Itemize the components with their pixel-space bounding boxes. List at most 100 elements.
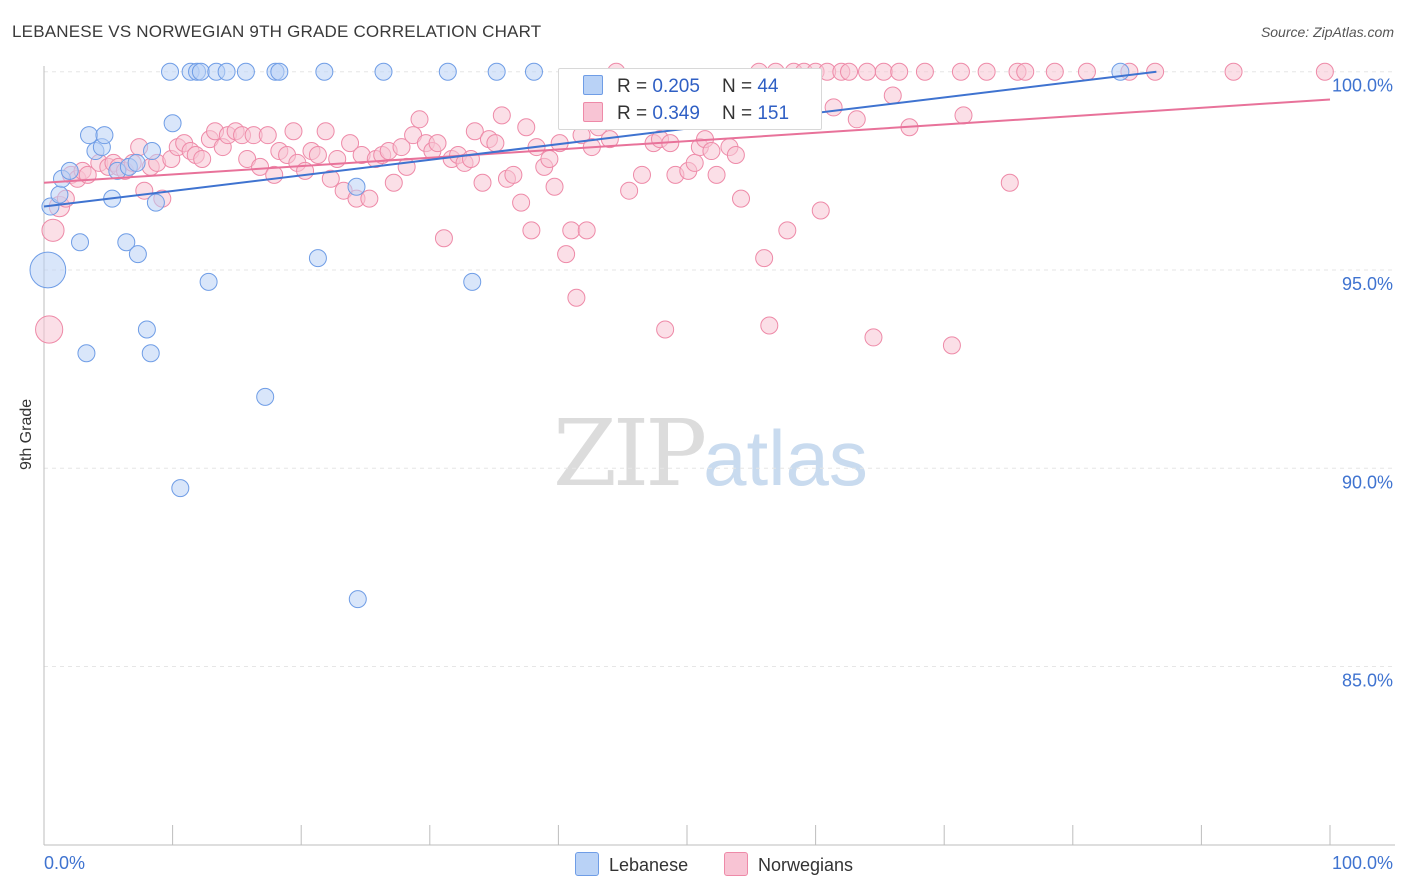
norwegian-point [840, 62, 859, 81]
lebanese-point [71, 233, 90, 252]
norwegian-point [308, 146, 327, 164]
norwegian-point [1224, 62, 1243, 81]
norwegian-point [811, 201, 830, 220]
r-label: R = [617, 103, 648, 124]
norwegian-point [465, 122, 484, 141]
norwegian-legend-swatch [724, 852, 748, 876]
norwegian-point [632, 165, 651, 184]
lebanese-point [127, 153, 146, 172]
norwegian-point [864, 328, 883, 347]
norwegian-point [1016, 62, 1035, 81]
norwegian-point [577, 221, 596, 240]
norwegian-point [545, 177, 564, 196]
norwegian-point [656, 320, 675, 339]
norwegian-point [193, 149, 212, 168]
norwegian-point [732, 189, 751, 208]
norwegian-point [874, 62, 893, 81]
norwegian-point [557, 245, 576, 264]
stats-legend-row-lebanese: R = 0.205 N = 44 [583, 75, 778, 98]
n-value-norwegians: 151 [757, 103, 790, 124]
norwegian-point [702, 142, 721, 161]
lebanese-point [50, 185, 69, 204]
norwegian-point [512, 193, 531, 212]
source-label: Source: ZipAtlas.com [1260, 24, 1394, 40]
norwegian-point [620, 181, 639, 200]
norwegian-point [883, 86, 902, 105]
lebanese-point [315, 62, 334, 81]
norwegian-point [504, 165, 523, 184]
lebanese-swatch [583, 75, 603, 95]
norwegian-point [890, 62, 909, 81]
lebanese-point [256, 387, 275, 406]
norwegian-point [760, 316, 779, 335]
y-tick-label: 100.0% [1332, 76, 1393, 96]
x-tick-label: 100.0% [1332, 853, 1393, 873]
norwegian-point [707, 165, 726, 184]
y-tick-label: 95.0% [1342, 274, 1393, 294]
n-value-lebanese: 44 [757, 76, 779, 97]
lebanese-point [146, 193, 165, 212]
norwegian-point [726, 146, 745, 164]
y-tick-label: 90.0% [1342, 472, 1393, 492]
lebanese-point [143, 142, 162, 161]
lebanese-point [161, 62, 180, 81]
norwegian-point [522, 221, 541, 240]
lebanese-point [191, 62, 210, 81]
norwegian-point [341, 134, 360, 153]
norwegian-point [685, 153, 704, 172]
norwegian-point [755, 249, 774, 268]
norwegian-point [492, 106, 511, 125]
r-label: R = [617, 76, 648, 97]
r-value-lebanese: 0.205 [652, 76, 700, 97]
y-tick-label: 85.0% [1342, 671, 1393, 691]
legend-item-norwegians: Norwegians [724, 852, 853, 876]
norwegian-point [284, 122, 303, 141]
r-value-norwegians: 0.349 [652, 103, 700, 124]
norwegian-point [316, 122, 335, 141]
lebanese-point [308, 249, 327, 268]
norwegian-point [384, 173, 403, 192]
norwegian-point [486, 134, 505, 153]
norwegian-point [858, 62, 877, 81]
lebanese-point [270, 62, 289, 81]
norwegian-point [473, 173, 492, 192]
lebanese-point [463, 272, 482, 291]
norwegian-point [35, 315, 64, 344]
norwegian-point [258, 126, 277, 145]
norwegian-point [251, 157, 270, 176]
lebanese-point [524, 62, 543, 81]
lebanese-point [347, 177, 366, 196]
norwegian-point [404, 126, 423, 145]
norwegian-point [360, 189, 379, 208]
norwegian-point [1000, 173, 1019, 192]
stats-legend: R = 0.205 N = 44 R = 0.349 N = 151 [558, 68, 822, 130]
lebanese-point [60, 161, 79, 180]
lebanese-point [77, 344, 96, 363]
norwegian-point [824, 98, 843, 117]
lebanese-trend-line [43, 70, 1157, 208]
norwegian-point [562, 221, 581, 240]
x-tick-label: 0.0% [44, 853, 85, 873]
norwegian-swatch [583, 102, 603, 122]
n-label: N = [721, 76, 753, 97]
legend-label-lebanese: Lebanese [609, 855, 689, 875]
lebanese-point [348, 590, 367, 609]
norwegian-point [954, 106, 973, 125]
norwegian-point [951, 62, 970, 81]
lebanese-point [438, 62, 457, 81]
lebanese-point [217, 62, 236, 81]
norwegian-point [392, 138, 411, 157]
norwegian-point [321, 169, 340, 188]
norwegian-point [461, 149, 480, 168]
norwegian-point [428, 134, 447, 153]
norwegian-point [942, 336, 961, 355]
lebanese-point [487, 62, 506, 81]
norwegian-point [1315, 62, 1334, 81]
lebanese-legend-swatch [575, 852, 599, 876]
lebanese-point [95, 126, 114, 145]
norwegian-point [517, 118, 536, 137]
lebanese-point [171, 479, 190, 498]
norwegian-point [41, 218, 65, 242]
legend-label-norwegians: Norwegians [758, 855, 854, 875]
